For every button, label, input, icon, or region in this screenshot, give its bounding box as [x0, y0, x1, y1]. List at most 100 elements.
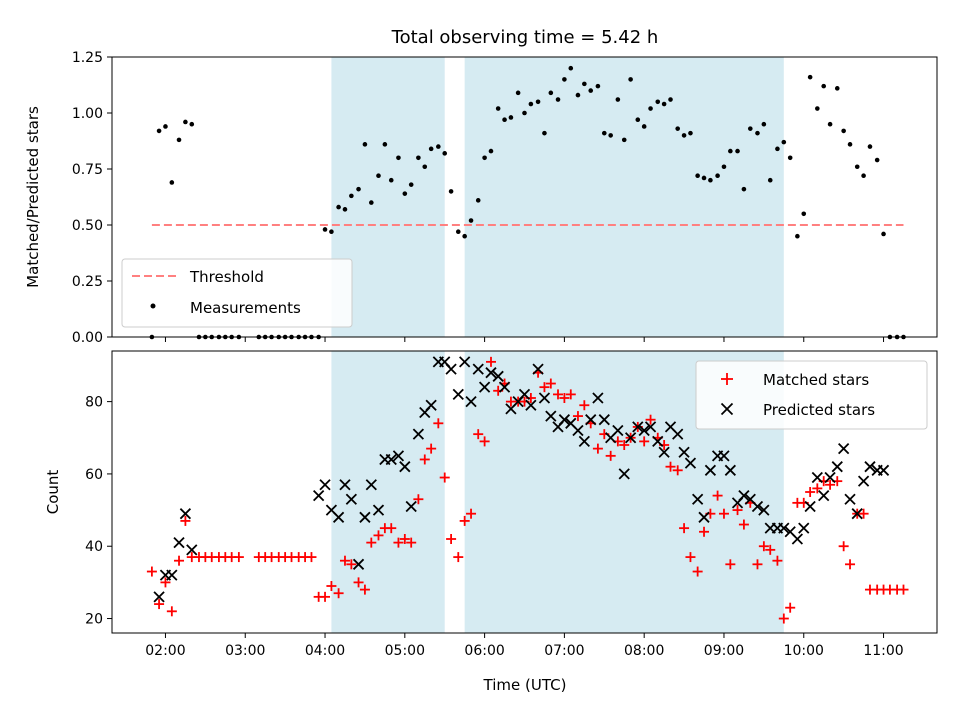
- top-legend-box: [121, 258, 353, 328]
- measurement-point: [635, 117, 641, 123]
- measurement-point: [688, 130, 693, 136]
- predicted-point: [718, 450, 730, 462]
- predicted-point: [518, 388, 531, 401]
- measurement-point: [336, 204, 341, 210]
- matched-point: [639, 436, 650, 447]
- measurement-point: [841, 128, 846, 134]
- measurement-point: [422, 164, 428, 170]
- measurement-point: [442, 151, 448, 156]
- matched-point: [619, 440, 630, 450]
- measurement-point: [621, 137, 627, 143]
- predicted-point: [478, 381, 491, 393]
- measurement-point: [767, 177, 773, 183]
- matched-point: [146, 566, 157, 577]
- predicted-point: [658, 446, 670, 458]
- measurement-point: [356, 186, 361, 192]
- matched-point: [572, 411, 583, 422]
- matched-point: [386, 523, 397, 534]
- predicted-point: [319, 479, 331, 491]
- matched-point: [778, 613, 789, 624]
- measurement-point: [349, 193, 354, 199]
- matched-point: [473, 429, 484, 440]
- bottom-y-ticks: 20 40 60 80: [85, 395, 112, 628]
- matched-point: [605, 450, 616, 461]
- top-y-tick-label: 0.25: [72, 274, 103, 290]
- predicted-point: [844, 493, 856, 505]
- matched-point: [812, 483, 823, 494]
- matched-point: [579, 400, 590, 411]
- bottom-y-tick-label: 60: [85, 467, 103, 483]
- bottom-x-ticks: 02:00 03:00 04:00 05:00 06:00 07:00 08:00 09:00…: [145, 633, 904, 659]
- measurement-point: [701, 175, 707, 181]
- matched-point: [359, 584, 370, 595]
- predicted-point: [332, 511, 345, 523]
- measurement-point: [542, 130, 547, 136]
- measurement-point: [495, 106, 501, 111]
- measurement-point: [548, 90, 554, 96]
- measurement-point: [787, 155, 793, 161]
- measurement-point: [322, 227, 328, 232]
- matched-point: [459, 515, 470, 526]
- matched-point: [233, 552, 244, 563]
- shaded-interval-top: [464, 57, 784, 337]
- measurement-point: [668, 97, 673, 102]
- measurement-point: [342, 207, 348, 212]
- matched-point: [466, 508, 477, 519]
- predicted-point: [173, 536, 185, 549]
- matched-point: [446, 534, 457, 544]
- shaded-interval-bottom: [331, 351, 445, 633]
- predicted-point: [684, 457, 697, 469]
- predicted-point: [166, 569, 178, 581]
- measurement-point: [189, 121, 195, 127]
- matched-point: [326, 581, 337, 591]
- matched-point: [406, 537, 417, 548]
- matched-point: [413, 494, 424, 505]
- measurement-point: [455, 229, 461, 235]
- measurement-point: [821, 83, 827, 89]
- predicted-point: [811, 471, 823, 484]
- predicted-point: [678, 446, 690, 458]
- measurement-point: [595, 83, 601, 89]
- measurement-point: [775, 146, 780, 152]
- matched-point: [752, 559, 763, 570]
- matched-point: [772, 555, 783, 566]
- measurement-point: [747, 126, 753, 131]
- measurement-point: [847, 142, 853, 147]
- measurement-point: [482, 155, 487, 161]
- measurement-point: [608, 133, 613, 138]
- matched-point: [692, 566, 703, 577]
- measurement-point: [416, 155, 421, 161]
- predicted-point: [538, 392, 551, 404]
- measurement-point: [741, 186, 747, 192]
- predicted-point: [612, 424, 624, 437]
- measurement-point: [555, 97, 561, 102]
- predicted-point: [857, 475, 870, 487]
- matched-point: [333, 588, 344, 599]
- legend-measurement-swatch: [150, 303, 156, 309]
- x-tick-label: 02:00: [145, 643, 185, 659]
- x-axis-label: Time (UTC): [483, 676, 567, 694]
- matched-point: [174, 555, 185, 566]
- predicted-point: [652, 435, 664, 448]
- x-tick-label: 08:00: [624, 643, 664, 659]
- matched-point: [320, 591, 331, 602]
- top-y-tick-label: 0.00: [72, 330, 103, 346]
- measurement-point: [402, 191, 408, 196]
- predicted-point: [624, 432, 637, 444]
- measurement-point: [408, 182, 414, 187]
- measurement-point: [396, 155, 401, 161]
- matched-point: [679, 523, 690, 534]
- legend-predicted-label: Predicted stars: [763, 401, 875, 419]
- measurement-point: [183, 119, 188, 125]
- matched-point: [393, 537, 404, 548]
- top-y-tick-label: 0.75: [72, 162, 103, 178]
- bottom-legend: Matched stars Predicted stars: [695, 360, 928, 430]
- matched-point: [565, 389, 576, 400]
- matched-point: [160, 577, 171, 588]
- predicted-point: [345, 493, 357, 505]
- measurement-point: [382, 142, 388, 147]
- x-tick-label: 04:00: [305, 643, 345, 659]
- matched-point: [665, 461, 676, 472]
